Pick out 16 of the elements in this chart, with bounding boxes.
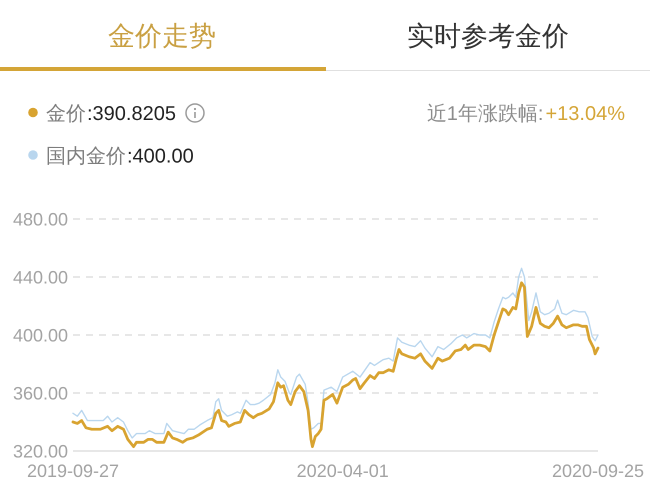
y-tick-label: 480.00 [12,210,68,230]
annotation: :400.00 [127,146,194,168]
x-tick-label: 2019-09-27 [26,461,120,481]
annotation: 实时参考金价 [407,21,569,51]
y-tick-label: 440.00 [12,268,68,288]
title: 金价走势 [108,21,216,51]
y-tick-label: 400.00 [12,326,68,346]
annotation: +13.04% [545,103,625,125]
y-tick-label: 360.00 [12,384,68,404]
annotation: :390.8205 [87,103,176,125]
legend-label: 金价 [46,103,86,125]
legend-label: 国内金价 [46,146,126,168]
y-tick-label: 320.00 [12,442,68,462]
annotation: 近1年涨跌幅: [426,103,544,125]
x-tick-label: 2020-09-25 [552,461,644,481]
x-tick-label: 2020-04-01 [296,461,389,481]
